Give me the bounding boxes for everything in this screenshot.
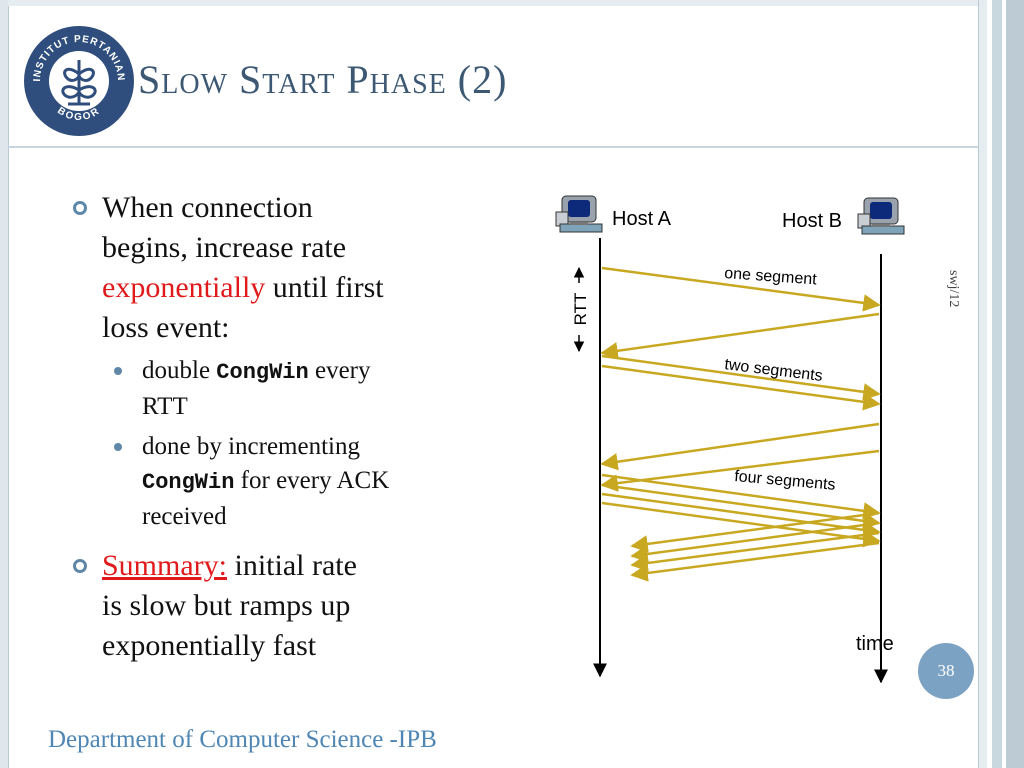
- round2-arrows: [600, 354, 881, 492]
- bullet-summary: Summary: initial rate is slow but ramps …: [70, 546, 490, 666]
- bullet-connection-begins: When connection begins, increase rate ex…: [70, 188, 490, 348]
- host-b-computer-icon: [857, 197, 905, 235]
- slow-start-timing-diagram: Host A Host B RTT one segment two segmen…: [555, 195, 905, 684]
- sub2-line3: received: [142, 503, 227, 530]
- bullet1-after-emphasis: until first: [265, 271, 384, 304]
- page-number-badge: 38: [918, 643, 974, 699]
- sub1-line2: RTT: [142, 393, 188, 420]
- bullet1-line2: begins, increase rate: [102, 231, 347, 264]
- sub2-post: for every ACK: [234, 467, 390, 494]
- sub2-code: CongWin: [142, 470, 235, 495]
- title-divider: [8, 146, 978, 148]
- sub2-line1: done by incrementing: [142, 433, 360, 460]
- host-b-label: Host B: [782, 210, 842, 232]
- ring-bullet-icon: [73, 201, 87, 215]
- dot-bullet-icon: [114, 443, 122, 451]
- top-frame-stripe: [8, 0, 978, 6]
- slide-title: Slow Start Phase (2): [138, 57, 508, 102]
- host-a-label: Host A: [612, 208, 672, 230]
- rtt-label: RTT: [571, 293, 590, 326]
- subbullet-double-congwin: double CongWin every RTT: [112, 354, 490, 424]
- subbullet-increment-congwin: done by incrementing CongWin for every A…: [112, 430, 490, 534]
- right-frame-stripes: [978, 0, 1024, 768]
- host-a-computer-icon: [555, 195, 603, 233]
- ring-bullet-icon: [73, 559, 87, 573]
- sub1-code: CongWin: [216, 360, 309, 385]
- footer-department: Department of Computer Science -IPB: [48, 726, 437, 753]
- dot-bullet-icon: [114, 367, 122, 375]
- four-segments-label: four segments: [734, 468, 836, 494]
- sub1-pre: double: [142, 357, 217, 384]
- round1-arrows: [600, 266, 881, 360]
- summary-line3: exponentially fast: [102, 629, 317, 662]
- left-frame-stripe: [0, 0, 9, 768]
- summary-line2: is slow but ramps up: [102, 589, 351, 622]
- bullet-list: When connection begins, increase rate ex…: [70, 188, 490, 666]
- bullet1-emphasis: exponentially: [102, 271, 266, 304]
- summary-after-label: initial rate: [227, 549, 357, 582]
- sub1-post: every: [308, 357, 371, 384]
- round3-arrows: [601, 473, 881, 582]
- slide-side-note: swj/12: [946, 270, 961, 308]
- time-label: time: [856, 633, 894, 655]
- bullet1-line1: When connection: [102, 191, 313, 224]
- ipb-logo: INSTITUT PERTANIAN BOGOR: [24, 26, 134, 136]
- one-segment-label: one segment: [724, 265, 818, 288]
- bullet1-line4: loss event:: [102, 311, 230, 344]
- summary-label: Summary:: [102, 549, 227, 582]
